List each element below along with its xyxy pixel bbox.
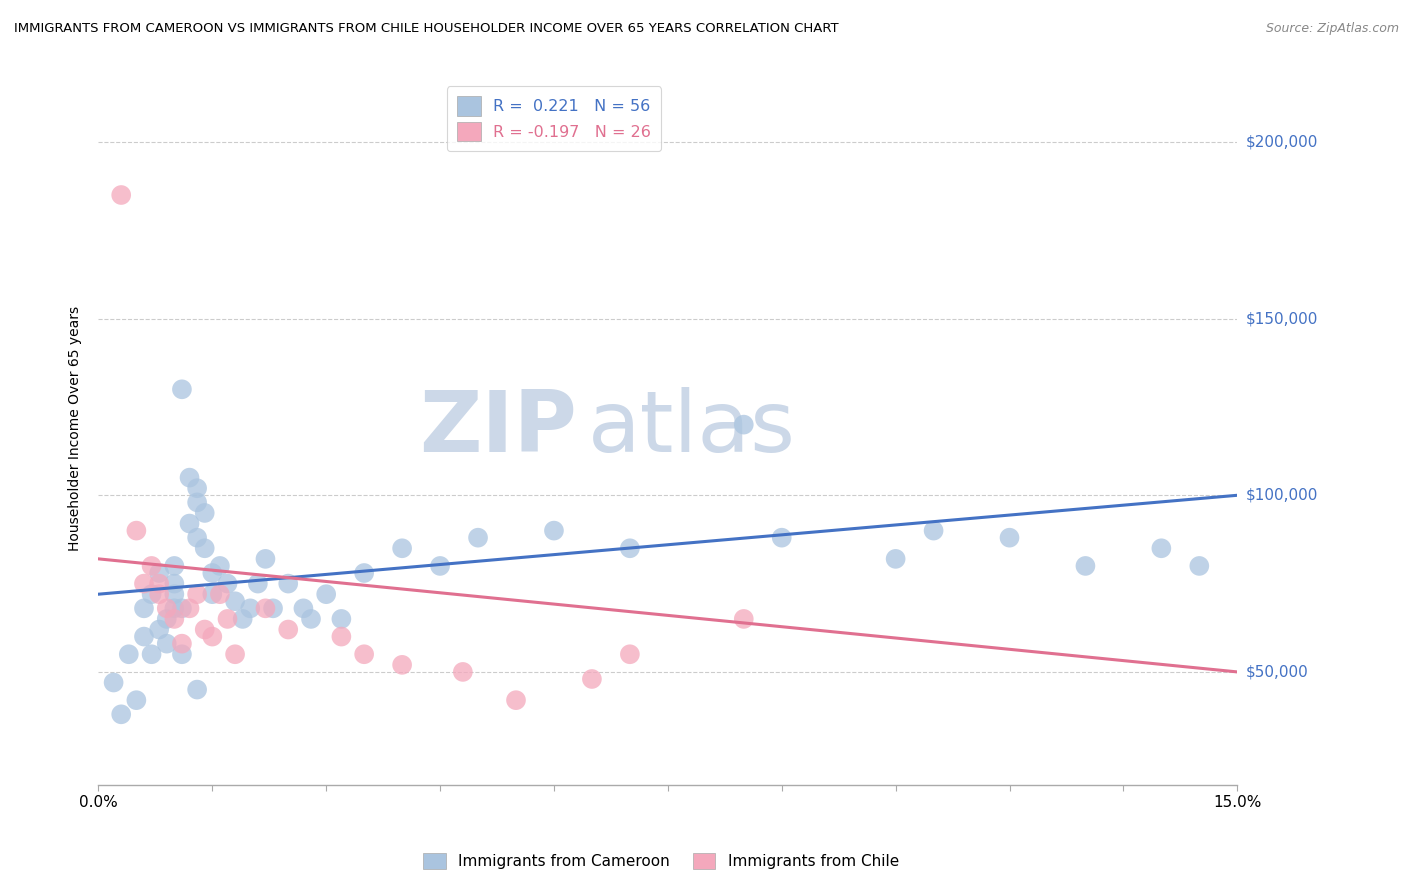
Point [201,587,224,601]
Point [141,647,163,661]
Point [770,531,793,545]
Point [194,506,217,520]
Point [581,672,603,686]
Point [179,601,201,615]
Text: $50,000: $50,000 [1246,665,1309,680]
Text: ZIP: ZIP [419,386,576,470]
Point [391,657,413,672]
Point [208,558,231,573]
Y-axis label: Householder Income Over 65 years: Householder Income Over 65 years [67,306,82,550]
Point [277,576,299,591]
Point [246,576,269,591]
Legend: R =  0.221   N = 56, R = -0.197   N = 26: R = 0.221 N = 56, R = -0.197 N = 26 [447,87,661,151]
Point [262,601,284,615]
Point [315,587,337,601]
Point [132,576,155,591]
Point [156,612,179,626]
Point [170,637,193,651]
Point [299,612,322,626]
Point [179,470,201,484]
Point [217,576,239,591]
Point [179,516,201,531]
Point [391,541,413,556]
Text: IMMIGRANTS FROM CAMEROON VS IMMIGRANTS FROM CHILE HOUSEHOLDER INCOME OVER 65 YEA: IMMIGRANTS FROM CAMEROON VS IMMIGRANTS F… [14,22,839,36]
Text: $100,000: $100,000 [1246,488,1317,503]
Point [733,417,755,432]
Point [148,576,170,591]
Point [998,531,1021,545]
Point [201,566,224,580]
Point [186,531,208,545]
Point [110,188,132,202]
Point [353,566,375,580]
Point [254,552,277,566]
Point [232,612,254,626]
Point [224,594,246,608]
Point [186,481,208,495]
Point [156,601,179,615]
Point [132,601,155,615]
Point [163,587,186,601]
Text: $150,000: $150,000 [1246,311,1317,326]
Text: $200,000: $200,000 [1246,135,1317,150]
Point [619,647,641,661]
Point [141,558,163,573]
Point [125,524,148,538]
Point [186,587,208,601]
Point [1188,558,1211,573]
Legend: Immigrants from Cameroon, Immigrants from Chile: Immigrants from Cameroon, Immigrants fro… [416,847,905,875]
Point [451,665,474,679]
Point [619,541,641,556]
Point [922,524,945,538]
Point [217,612,239,626]
Point [543,524,565,538]
Point [505,693,527,707]
Point [194,623,217,637]
Point [125,693,148,707]
Text: atlas: atlas [588,386,796,470]
Point [194,541,217,556]
Point [110,707,132,722]
Point [292,601,315,615]
Point [277,623,299,637]
Point [884,552,907,566]
Point [170,601,193,615]
Point [148,587,170,601]
Point [429,558,451,573]
Point [330,630,353,644]
Point [1074,558,1097,573]
Point [208,587,231,601]
Text: Source: ZipAtlas.com: Source: ZipAtlas.com [1265,22,1399,36]
Point [330,612,353,626]
Point [1150,541,1173,556]
Point [163,601,186,615]
Point [103,675,125,690]
Point [224,647,246,661]
Point [118,647,141,661]
Point [141,587,163,601]
Point [239,601,262,615]
Point [163,612,186,626]
Point [733,612,755,626]
Point [467,531,489,545]
Point [148,623,170,637]
Point [353,647,375,661]
Point [170,647,193,661]
Point [163,558,186,573]
Point [186,682,208,697]
Point [170,382,193,396]
Point [148,566,170,580]
Point [156,637,179,651]
Point [132,630,155,644]
Point [186,495,208,509]
Point [201,630,224,644]
Point [254,601,277,615]
Point [163,576,186,591]
